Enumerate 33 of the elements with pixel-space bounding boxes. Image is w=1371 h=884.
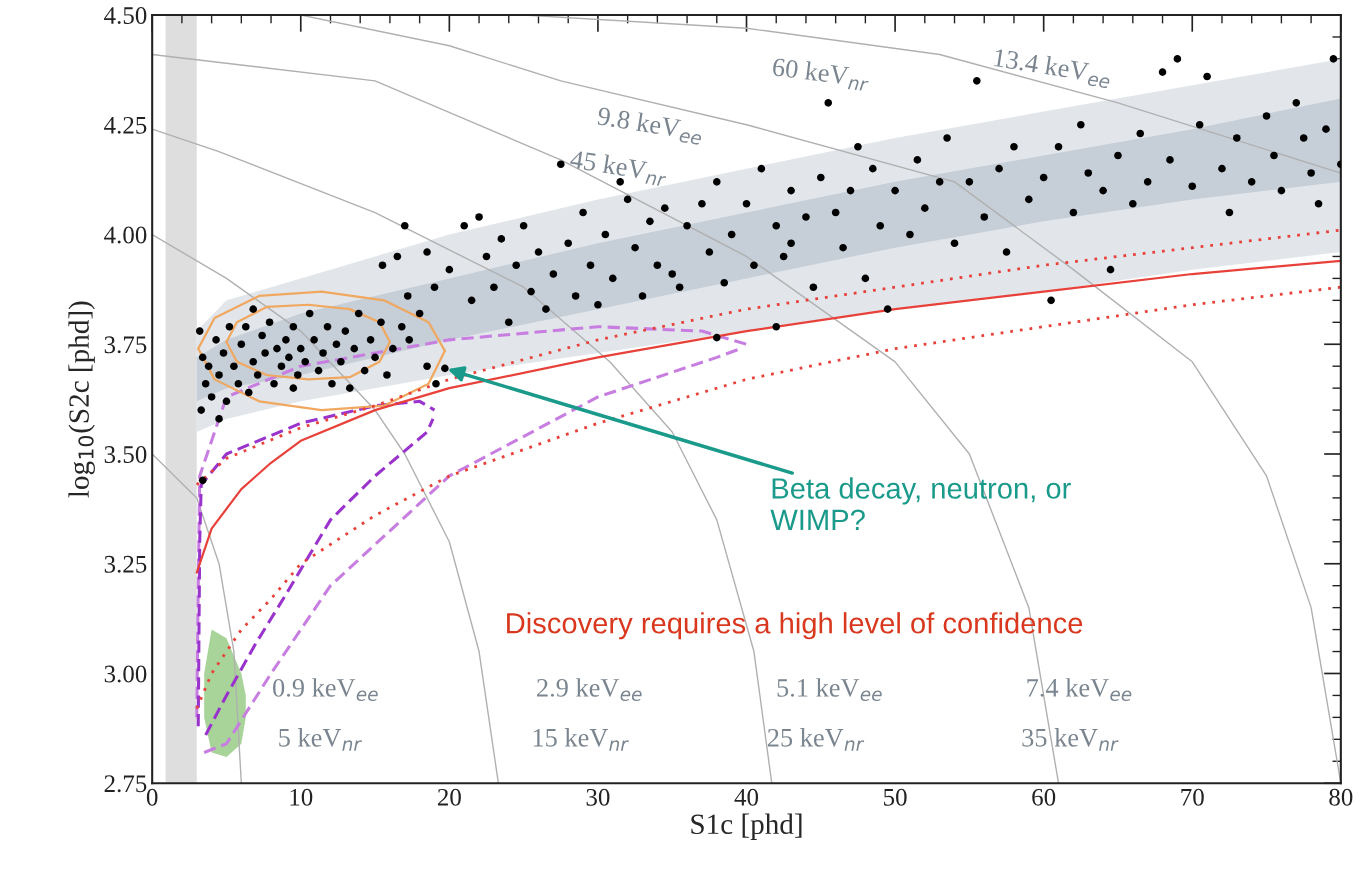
annotation: 35 keV$_{nr}$ — [1022, 728, 1119, 751]
annotation: Beta decay, neutron, or WIMP? — [770, 477, 1071, 530]
x-axis-title: S1c [phd] — [691, 813, 802, 840]
annotation: 2.9 keV$_{ee}$ — [537, 678, 642, 702]
y-tick-label: 4.00 — [104, 226, 147, 244]
x-tick-label: 40 — [734, 788, 759, 806]
x-tick-label: 50 — [884, 788, 907, 806]
y-tick-label: 3.50 — [104, 446, 147, 464]
annotation: Discovery requires a high level of confidence — [507, 612, 1083, 640]
annotation: 60 keV$_{nr}$ — [771, 57, 871, 92]
annotation: 7.4 keV$_{ee}$ — [1027, 678, 1132, 702]
y-tick-label: 3.75 — [104, 336, 147, 354]
annotation: 13.4 keV$_{ee}$ — [993, 47, 1112, 89]
y-tick-label: 4.50 — [104, 7, 147, 25]
annotation: 45 keV$_{nr}$ — [568, 149, 669, 187]
annotation: 0.9 keV$_{ee}$ — [273, 678, 378, 702]
y-tick-label: 4.25 — [104, 116, 147, 134]
annotation: 5.1 keV$_{ee}$ — [777, 678, 882, 702]
x-tick-label: 70 — [1181, 788, 1204, 806]
x-tick-label: 80 — [1329, 788, 1353, 806]
x-tick-label: 20 — [437, 788, 461, 806]
x-tick-label: 10 — [290, 788, 313, 806]
annotation: 25 keV$_{nr}$ — [767, 728, 865, 751]
annotation: 15 keV$_{nr}$ — [533, 728, 629, 751]
y-axis-title: log$_{10}$(S2c [phd]) — [68, 301, 95, 498]
y-tick-label: 3.25 — [104, 555, 147, 573]
x-tick-label: 30 — [586, 788, 610, 806]
annotation: 9.8 keV$_{ee}$ — [596, 106, 704, 146]
y-tick-label: 2.75 — [104, 775, 147, 793]
x-tick-label: 0 — [146, 788, 158, 806]
annotation: 5 keV$_{nr}$ — [279, 728, 362, 751]
y-tick-label: 3.00 — [104, 665, 147, 683]
x-tick-label: 60 — [1032, 788, 1056, 806]
